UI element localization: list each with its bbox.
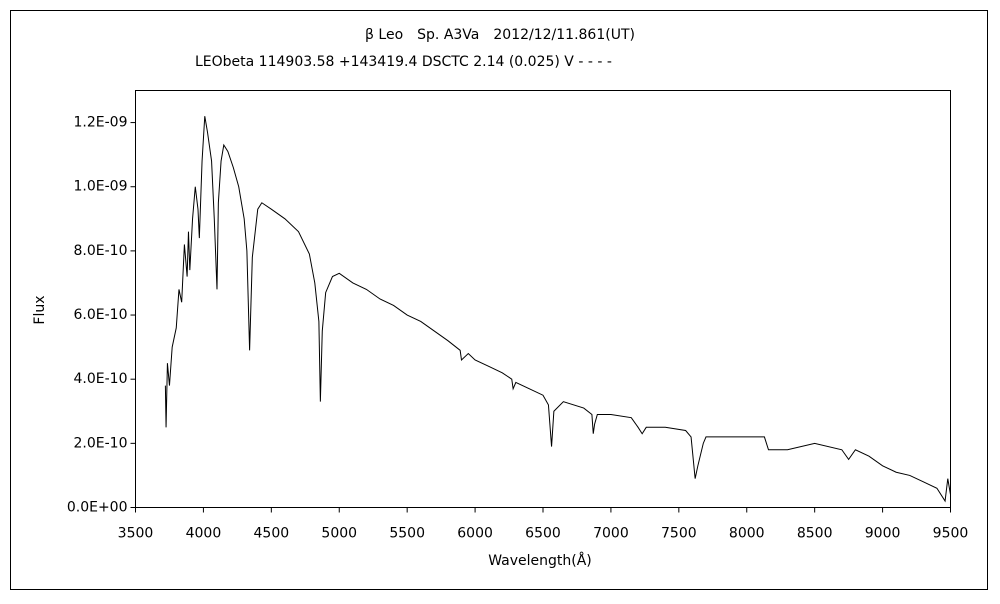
y-tick-label: 6.0E-10 <box>74 307 128 323</box>
x-tick-label: 3500 <box>118 526 154 542</box>
x-tick-label: 6000 <box>457 526 493 542</box>
y-tick-label: 0.0E+00 <box>67 500 128 516</box>
y-tick-label: 1.0E-09 <box>74 179 128 195</box>
x-tick-label: 4500 <box>254 526 290 542</box>
x-tick-label: 4000 <box>186 526 222 542</box>
y-tick-label: 2.0E-10 <box>74 435 128 451</box>
x-tick-label: 6500 <box>525 526 561 542</box>
y-tick-label: 1.2E-09 <box>74 115 128 131</box>
x-tick-label: 8500 <box>797 526 833 542</box>
x-tick-label: 8000 <box>729 526 765 542</box>
chart-subtitle: LEObeta 114903.58 +143419.4 DSCTC 2.14 (… <box>195 54 612 70</box>
spectrum-line <box>164 116 951 503</box>
x-tick-label: 7000 <box>593 526 629 542</box>
y-tick-label: 8.0E-10 <box>74 243 128 259</box>
x-tick-label: 9500 <box>933 526 969 542</box>
y-tick-label: 4.0E-10 <box>74 371 128 387</box>
y-axis-label: Flux <box>32 295 48 324</box>
x-tick-label: 9000 <box>865 526 901 542</box>
chart-border <box>10 10 988 590</box>
x-tick-label: 5500 <box>389 526 425 542</box>
x-tick-label: 5000 <box>321 526 357 542</box>
chart-title: β Leo Sp. A3Va 2012/12/11.861(UT) <box>365 27 635 43</box>
x-axis-label: Wavelength(Å) <box>488 552 592 569</box>
x-tick-label: 7500 <box>661 526 697 542</box>
